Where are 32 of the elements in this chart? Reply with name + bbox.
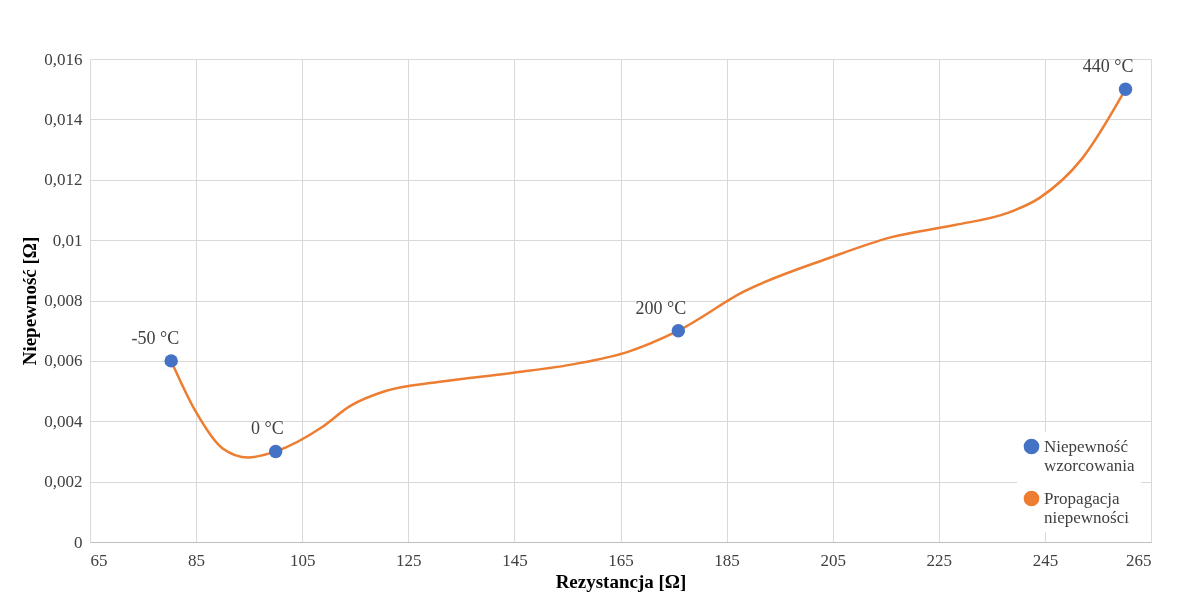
x-tick-label: 185 (714, 550, 740, 570)
x-tick-label: 165 (608, 550, 634, 570)
annotation: 0 °C (250, 418, 284, 439)
y-tick-label: 0,002 (44, 472, 83, 492)
y-tick-label: 0 (74, 532, 83, 552)
point (671, 323, 686, 338)
y-tick-label: 0,012 (44, 170, 83, 190)
x-tick-label: 65 (90, 550, 108, 570)
point (268, 444, 283, 459)
x-tick-label: 205 (820, 550, 846, 570)
point (164, 354, 178, 368)
x-tick-label: 265 (1126, 550, 1152, 570)
x-tick-label: 105 (289, 550, 316, 570)
annotation: 200 °C (635, 297, 687, 318)
y-tick-label: 0,006 (44, 351, 83, 371)
point (1118, 82, 1133, 96)
y-tick-label: 0,004 (44, 411, 83, 431)
legend-label: Niepewność wzorcowania (1044, 436, 1136, 475)
x-tick-label: 225 (926, 550, 953, 570)
x-axis-title: Rezystancja [Ω] (555, 570, 687, 592)
legend-label: Propagacja niepewności (1044, 488, 1130, 527)
x-tick-label: 245 (1032, 550, 1059, 570)
y-tick-label: 0,008 (44, 291, 83, 310)
y-tick-label: 0,016 (44, 49, 83, 69)
y-tick-label: 0,014 (44, 109, 83, 129)
x-tick-label: 145 (502, 550, 528, 570)
x-tick-label: 125 (396, 550, 422, 570)
annotation: -50 °C (131, 327, 180, 348)
y-axis-title: Niepewność [Ω] (19, 236, 41, 366)
annotation: 440 °C (1082, 56, 1134, 77)
y-tick-label: 0,01 (52, 230, 83, 250)
x-tick-label: 85 (188, 550, 206, 570)
